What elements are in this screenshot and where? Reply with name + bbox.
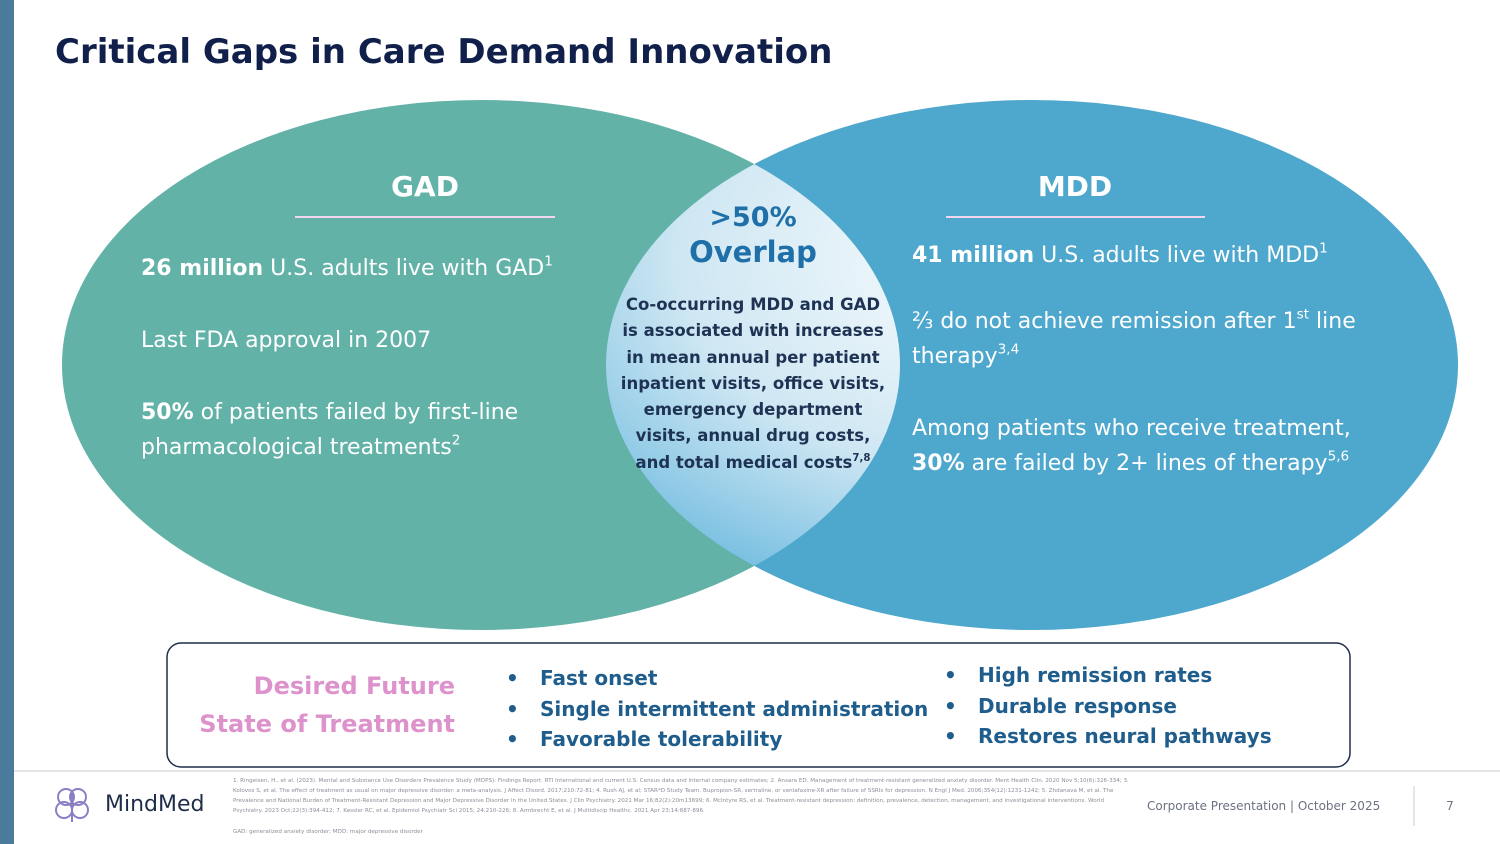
side-stripe: [0, 0, 14, 844]
bold-text: 26 million: [141, 256, 264, 281]
text: Co-occurring MDD and GAD is associated w…: [620, 295, 886, 472]
overlap-label: Overlap: [689, 235, 817, 269]
text: U.S. adults live with GAD: [270, 256, 545, 281]
text: Last FDA approval in 2007: [141, 328, 432, 353]
superscript: 5,6: [1327, 448, 1350, 465]
gad-list: 26 million U.S. adults live with GAD1 La…: [141, 251, 611, 465]
superscript: st: [1296, 306, 1310, 323]
slide-title: Critical Gaps in Care Demand Innovation: [55, 32, 833, 72]
text: ⅔ do not achieve remission after 1: [912, 309, 1297, 334]
superscript: 1: [544, 253, 553, 270]
gad-heading: GAD: [391, 170, 459, 203]
gad-item: 26 million U.S. adults live with GAD1: [141, 251, 611, 286]
bullet: Single intermittent administration: [540, 694, 928, 725]
left-bullets: Fast onset Single intermittent administr…: [540, 663, 928, 755]
bullet: Favorable tolerability: [540, 724, 928, 755]
page-number: 7: [1446, 799, 1454, 813]
mdd-heading: MDD: [1037, 170, 1113, 203]
text: line therapy: [912, 309, 1356, 369]
superscript: 2: [451, 432, 461, 449]
text: are failed by 2+ lines of therapy: [971, 451, 1328, 476]
abbreviations: GAD: generalized anxiety disorder; MDD: …: [233, 829, 423, 835]
desired-label: Desired Future State of Treatment: [175, 667, 455, 743]
bullet: Fast onset: [540, 663, 928, 694]
mdd-item: Among patients who receive treatment, 30%…: [912, 411, 1442, 481]
superscript: 3,4: [997, 341, 1020, 358]
overlap-lens: [606, 100, 900, 630]
superscript: 1: [1319, 240, 1328, 257]
logo-icon: [55, 788, 89, 822]
overlap-body: Co-occurring MDD and GAD is associated w…: [618, 292, 888, 476]
label-line: State of Treatment: [199, 710, 455, 738]
gad-item: Last FDA approval in 2007: [141, 323, 611, 358]
mdd-item: ⅔ do not achieve remission after 1st lin…: [912, 304, 1442, 374]
bold-text: 50%: [141, 400, 194, 425]
text: U.S. adults live with MDD: [1041, 243, 1320, 268]
bold-text: 30%: [912, 451, 965, 476]
bullet: Durable response: [978, 691, 1272, 722]
bullet: High remission rates: [978, 660, 1272, 691]
mdd-list: 41 million U.S. adults live with MDD1 ⅔ …: [912, 238, 1442, 481]
superscript: 7,8: [852, 452, 871, 464]
overlap-header: >50% Overlap: [603, 201, 903, 269]
presentation-label: Corporate Presentation | October 2025: [1147, 799, 1381, 813]
text: of patients failed by first-line pharmac…: [141, 400, 519, 460]
overlap-percent: >50%: [709, 202, 797, 233]
gad-item: 50% of patients failed by first-line pha…: [141, 395, 611, 465]
bullet: Restores neural pathways: [978, 721, 1272, 752]
logo-text: MindMed: [105, 792, 205, 817]
bold-text: 41 million: [912, 243, 1035, 268]
references: 1. Ringeisen, H., et al. (2023). Mental …: [233, 778, 1129, 814]
label-line: Desired Future: [253, 672, 455, 700]
right-bullets: High remission rates Durable response Re…: [978, 660, 1272, 752]
mdd-item: 41 million U.S. adults live with MDD1: [912, 238, 1442, 273]
text: Among patients who receive treatment,: [912, 416, 1351, 441]
